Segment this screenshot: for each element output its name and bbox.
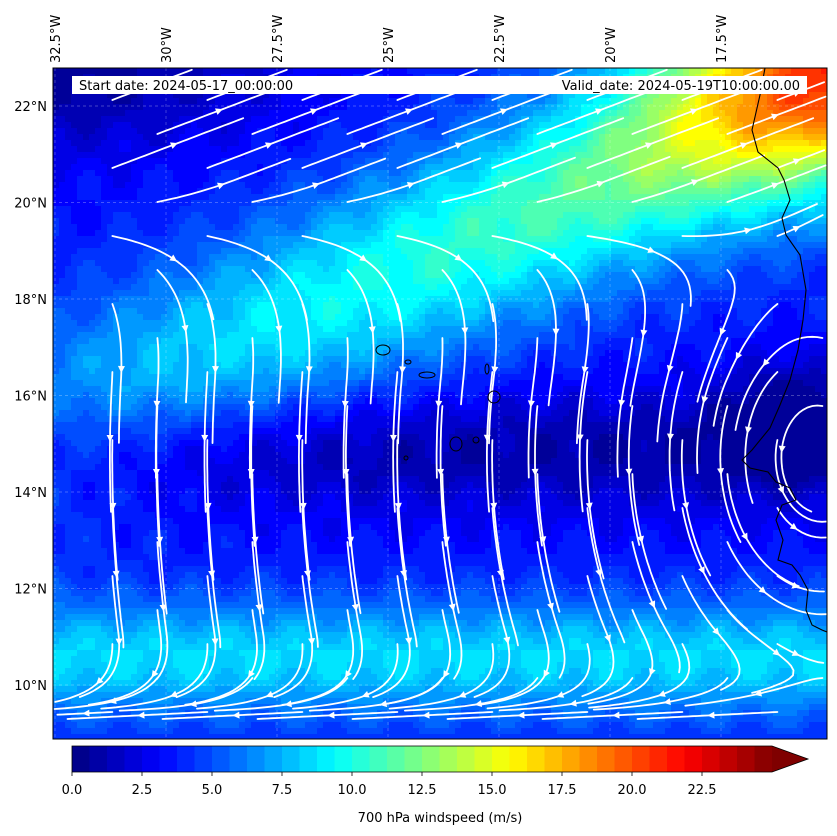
longitude-tick-label: 32.5°W — [49, 15, 64, 63]
map-frame — [52, 67, 828, 740]
colorbar-tick-label: 22.5 — [688, 783, 717, 798]
longitude-tick-label: 20°W — [604, 27, 619, 63]
longitude-tick-label: 17.5°W — [715, 15, 730, 63]
map-area — [53, 68, 827, 739]
colorbar-tick-label: 0.0 — [62, 783, 83, 798]
latitude-tick-label: 10°N — [14, 679, 47, 694]
colorbar-tick-label: 12.5 — [408, 783, 437, 798]
date-banner — [72, 76, 807, 94]
longitude-tick-label: 27.5°W — [271, 15, 286, 63]
longitude-tick-label: 25°W — [382, 27, 397, 63]
colorbar-tick-label: 10.0 — [338, 783, 367, 798]
latitude-tick-label: 20°N — [14, 197, 47, 212]
start-date-label: Start date: 2024-05-17_00:00:00 — [79, 79, 293, 94]
longitude-labels: 32.5°W 30°W 27.5°W 25°W 22.5°W 20°W 17.5°W — [49, 15, 730, 63]
latitude-tick-label: 16°N — [14, 390, 47, 405]
longitude-tick-label: 22.5°W — [493, 15, 508, 63]
colorbar-tick-label: 17.5 — [548, 783, 577, 798]
colorbar-extend-arrow — [772, 746, 808, 772]
latitude-tick-label: 22°N — [14, 100, 47, 115]
colorbar-tick-label: 7.5 — [272, 783, 293, 798]
colorbar-tick-label: 15.0 — [478, 783, 507, 798]
colorbar-tick-label: 2.5 — [132, 783, 153, 798]
latitude-labels: 22°N 20°N 18°N 16°N 14°N 12°N 10°N — [14, 100, 47, 694]
valid-date-label: Valid_date: 2024-05-19T10:00:00.00 — [562, 79, 800, 94]
latitude-tick-label: 18°N — [14, 293, 47, 308]
coastline — [375, 68, 827, 633]
colorbar-tick-label: 20.0 — [618, 783, 647, 798]
latitude-tick-label: 12°N — [14, 583, 47, 598]
colorbar-label: 700 hPa windspeed (m/s) — [358, 811, 523, 826]
longitude-tick-label: 30°W — [160, 27, 175, 63]
latitude-tick-label: 14°N — [14, 486, 47, 501]
colorbar-tick-label: 5.0 — [202, 783, 223, 798]
colorbar: 0.0 2.5 5.0 7.5 10.0 12.5 15.0 17.5 20.0 22.5 700… — [62, 745, 810, 826]
